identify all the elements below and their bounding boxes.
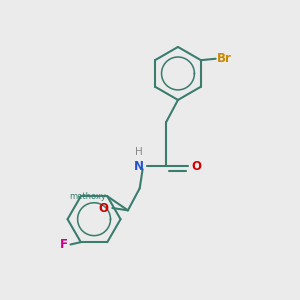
Text: F: F [60,238,68,251]
Text: methoxy: methoxy [69,192,106,201]
Text: Br: Br [217,52,232,65]
Text: O: O [192,160,202,173]
Text: N: N [134,160,144,173]
Text: H: H [135,147,143,158]
Text: O: O [99,202,109,214]
